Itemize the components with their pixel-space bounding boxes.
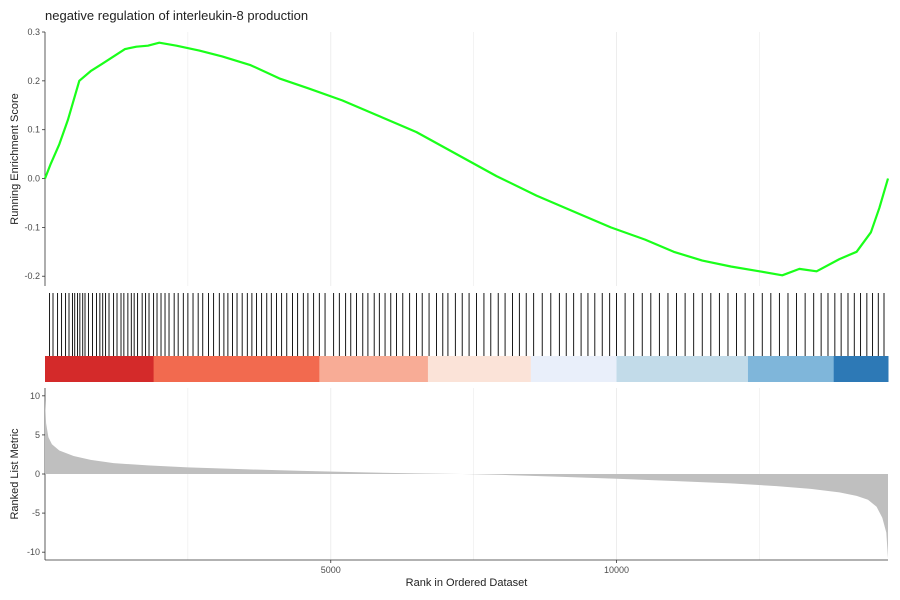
x-axis-title: Rank in Ordered Dataset [406,577,528,589]
rank-gradient-segment [747,356,835,382]
bottom-y-axis-title: Ranked List Metric [9,428,21,520]
bottom-y-tick-label: -10 [27,547,40,557]
top-y-tick-label: -0.1 [24,222,40,232]
rank-gradient-segment [833,356,889,382]
top-y-tick-label: 0.1 [27,125,40,135]
chart-title: negative regulation of interleukin-8 pro… [45,8,309,23]
bottom-y-tick-label: 0 [35,469,40,479]
rank-gradient-segment [530,356,618,382]
bottom-y-tick-label: 5 [35,430,40,440]
rank-gradient-segment [153,356,320,382]
rank-gradient-segment [427,356,532,382]
bottom-y-tick-label: 10 [30,391,40,401]
rank-gradient-segment [319,356,429,382]
top-y-axis-title: Running Enrichment Score [9,93,21,224]
rank-gradient-segment [616,356,749,382]
top-y-tick-label: 0.2 [27,76,40,86]
ranked-list-metric-area [45,399,888,559]
top-y-tick-label: 0.3 [27,27,40,37]
rank-gradient-segment [45,356,155,382]
x-tick-label: 5000 [321,565,341,575]
top-y-tick-label: 0.0 [27,174,40,184]
enrichment-score-line [43,41,890,277]
bottom-y-tick-label: -5 [32,508,40,518]
top-y-tick-label: -0.2 [24,271,40,281]
x-tick-label: 10000 [604,565,629,575]
